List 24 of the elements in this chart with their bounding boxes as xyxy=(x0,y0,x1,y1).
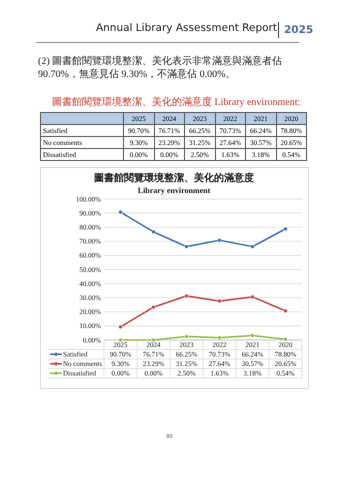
point xyxy=(184,294,189,298)
point xyxy=(283,226,288,231)
point xyxy=(118,338,123,342)
chart-title: 圖書館閱覽環境整潔、美化的滿意度 xyxy=(94,172,254,184)
point xyxy=(217,298,222,304)
point xyxy=(250,244,255,249)
point xyxy=(217,336,222,340)
point xyxy=(151,338,156,342)
annotation: 圖書館閱覽環境整潔、美化的滿意度 Library environment: xyxy=(52,96,302,109)
annotation: 2025 xyxy=(278,22,314,38)
point xyxy=(151,305,156,310)
point xyxy=(283,337,288,342)
annotation: (2) 圖書館閱覽環境整潔、美化表示非常滿意與滿意者佔 90.70%，無意見佔 9.30%，不滿意佔 0.00%。 xyxy=(38,55,284,81)
point xyxy=(283,308,288,313)
point xyxy=(118,210,123,214)
point xyxy=(250,294,255,299)
chart-subtitle: Library environment xyxy=(138,186,211,195)
point xyxy=(250,333,255,338)
annotation: Annual Library Assessment Report xyxy=(96,22,277,34)
point xyxy=(151,230,156,234)
point xyxy=(184,244,189,249)
point xyxy=(118,324,123,329)
point xyxy=(184,334,189,339)
point xyxy=(217,238,222,242)
